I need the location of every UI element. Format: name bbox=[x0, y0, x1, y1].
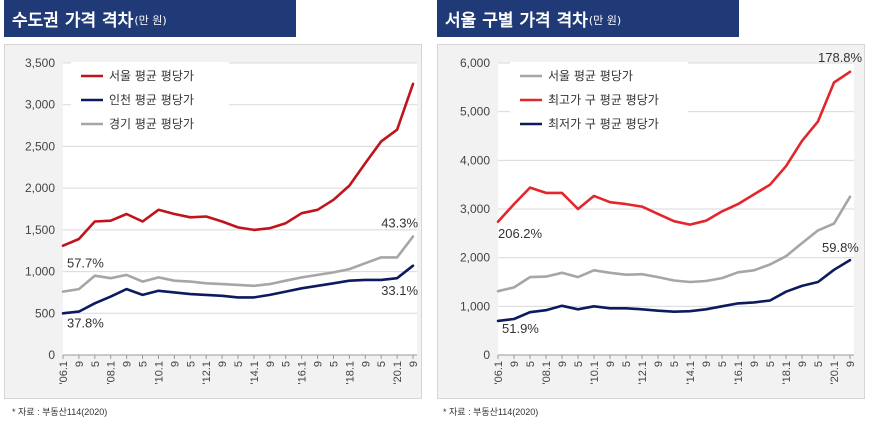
panel-unit: (만 원) bbox=[588, 14, 622, 27]
series-line-3 bbox=[496, 258, 852, 323]
x-tick-label: 5 bbox=[233, 361, 245, 367]
x-tick-label: 5 bbox=[573, 361, 585, 367]
x-tick-label: '12.1 bbox=[637, 361, 649, 385]
source-note: * 자료 : 부동산114(2020) bbox=[443, 407, 539, 417]
annotation-label: 43.3% bbox=[381, 215, 418, 230]
x-tick-label: '20.1 bbox=[392, 361, 404, 385]
panel-title-bar: 수도권 가격 격차 (만 원) bbox=[4, 0, 296, 37]
y-tick-label: 3,500 bbox=[25, 56, 55, 70]
annotation-label: 51.9% bbox=[502, 321, 539, 336]
y-tick-label: 1,500 bbox=[25, 223, 55, 237]
annotation-label: 178.8% bbox=[818, 50, 863, 65]
x-tick-label: '16.1 bbox=[733, 361, 745, 385]
series-line-2 bbox=[496, 70, 852, 226]
x-tick-label: '20.1 bbox=[829, 361, 841, 385]
x-tick-label: 5 bbox=[90, 361, 102, 367]
legend-label: 서울 평균 평당가 bbox=[548, 69, 633, 83]
legend-label: 최저가 구 평균 평당가 bbox=[548, 117, 659, 131]
x-tick-label: 5 bbox=[813, 361, 825, 367]
source-note: * 자료 : 부동산114(2020) bbox=[12, 407, 108, 417]
series-line-3 bbox=[61, 235, 415, 293]
y-tick-label: 3,000 bbox=[25, 98, 55, 112]
series-line-2 bbox=[61, 264, 415, 315]
annotation-label: 206.2% bbox=[498, 226, 543, 241]
x-tick-label: '10.1 bbox=[589, 361, 601, 385]
x-tick-label: 9 bbox=[557, 361, 569, 367]
legend-label: 최고가 구 평균 평당가 bbox=[548, 93, 659, 107]
y-tick-label: 2,500 bbox=[25, 139, 55, 153]
y-tick-label: 1,000 bbox=[25, 265, 55, 279]
y-tick-label: 6,000 bbox=[460, 56, 490, 70]
x-tick-label: 5 bbox=[765, 361, 777, 367]
x-tick-label: 5 bbox=[621, 361, 633, 367]
y-tick-label: 4,000 bbox=[460, 153, 490, 167]
x-tick-label: 9 bbox=[408, 361, 420, 367]
x-tick-label: 9 bbox=[845, 361, 857, 367]
x-tick-label: 9 bbox=[217, 361, 229, 367]
x-tick-label: 5 bbox=[185, 361, 197, 367]
chart-area: 0 500 1,000 1,500 2,000 2,500 3,000 3,500 '06.1 9… bbox=[4, 44, 422, 399]
x-tick-label: '14.1 bbox=[249, 361, 261, 385]
legend-label: 서울 평균 평당가 bbox=[109, 69, 194, 83]
series-line-1 bbox=[496, 195, 852, 293]
panel-title: 서울 구별 가격 격차 bbox=[445, 11, 588, 31]
y-tick-label: 0 bbox=[483, 348, 490, 362]
x-tick-label: 5 bbox=[328, 361, 340, 367]
y-tick-label: 2,000 bbox=[460, 251, 490, 265]
x-tick-label: '08.1 bbox=[541, 361, 553, 385]
x-tick-label: 5 bbox=[376, 361, 388, 367]
x-tick-label: '12.1 bbox=[201, 361, 213, 385]
x-tick-label: 9 bbox=[74, 361, 86, 367]
chart-area: 0 1,000 2,000 3,000 4,000 5,000 6,000'06.1 9 5'0… bbox=[437, 44, 865, 399]
x-tick-label: '18.1 bbox=[781, 361, 793, 385]
x-tick-label: '10.1 bbox=[153, 361, 165, 385]
annotation-label: 59.8% bbox=[822, 240, 859, 255]
y-tick-label: 2,000 bbox=[25, 181, 55, 195]
panel-title: 수도권 가격 격차 bbox=[12, 11, 134, 31]
y-tick-label: 5,000 bbox=[460, 105, 490, 119]
x-tick-label: 9 bbox=[169, 361, 181, 367]
annotation-label: 37.8% bbox=[67, 315, 104, 330]
legend-label: 인천 평균 평당가 bbox=[109, 92, 194, 107]
x-tick-label: 5 bbox=[281, 361, 293, 367]
x-tick-label: 9 bbox=[265, 361, 277, 367]
x-tick-label: 9 bbox=[509, 361, 521, 367]
y-tick-label: 500 bbox=[35, 306, 55, 320]
y-tick-label: 0 bbox=[48, 348, 55, 362]
panel-unit: (만 원) bbox=[134, 14, 167, 27]
x-tick-label: 9 bbox=[122, 361, 134, 367]
x-tick-label: 9 bbox=[653, 361, 665, 367]
x-tick-label: 9 bbox=[313, 361, 325, 367]
x-tick-label: '16.1 bbox=[297, 361, 309, 385]
x-tick-label: 9 bbox=[749, 361, 761, 367]
x-tick-label: 9 bbox=[605, 361, 617, 367]
x-tick-label: '06.1 bbox=[58, 361, 70, 385]
panel-title-bar: 서울 구별 가격 격차 (만 원) bbox=[437, 0, 739, 37]
x-tick-label: 9 bbox=[360, 361, 372, 367]
x-tick-label: 5 bbox=[525, 361, 537, 367]
series-line-1 bbox=[61, 82, 415, 247]
x-tick-label: '08.1 bbox=[106, 361, 118, 385]
x-tick-label: 9 bbox=[701, 361, 713, 367]
x-tick-label: '06.1 bbox=[493, 361, 505, 385]
annotation-label: 57.7% bbox=[67, 255, 104, 270]
y-tick-label: 1,000 bbox=[460, 299, 490, 313]
x-tick-label: '18.1 bbox=[344, 361, 356, 385]
x-tick-label: 5 bbox=[138, 361, 150, 367]
x-tick-label: 5 bbox=[717, 361, 729, 367]
legend-label: 경기 평균 평당가 bbox=[109, 117, 194, 131]
y-tick-label: 3,000 bbox=[460, 202, 490, 216]
x-tick-label: 5 bbox=[669, 361, 681, 367]
x-tick-label: '14.1 bbox=[685, 361, 697, 385]
line-chart-metro: 0 500 1,000 1,500 2,000 2,500 3,000 3,500 '06.1 9… bbox=[25, 56, 420, 385]
annotation-label: 33.1% bbox=[381, 283, 418, 298]
x-tick-label: 9 bbox=[797, 361, 809, 367]
